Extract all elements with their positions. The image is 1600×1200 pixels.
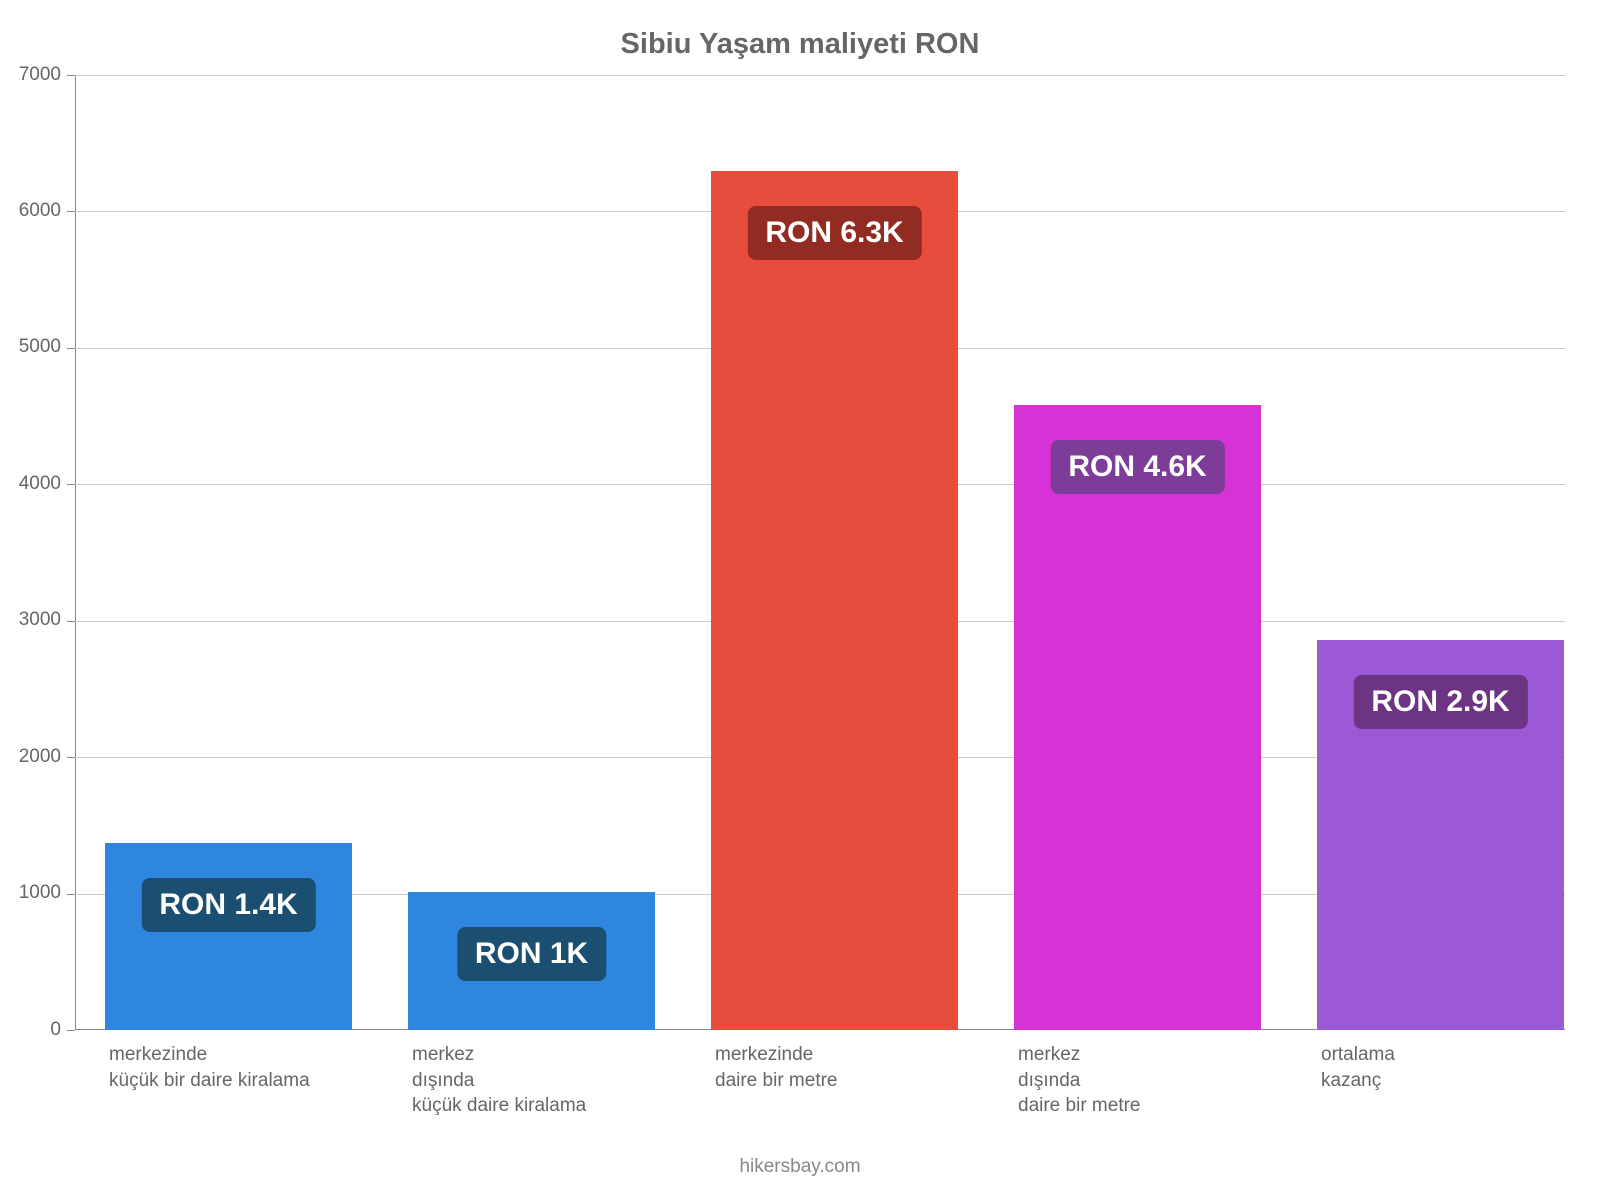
y-axis-line (75, 75, 76, 1030)
attribution-text: hikersbay.com (0, 1156, 1600, 1178)
y-tick-label: 5000 (0, 336, 61, 358)
x-category-label: merkezinde daire bir metre (715, 1042, 838, 1093)
y-tick-label: 0 (0, 1019, 61, 1041)
bar (105, 843, 352, 1030)
y-tick-mark (67, 348, 75, 349)
bar (1014, 405, 1261, 1030)
value-badge: RON 1.4K (141, 878, 315, 932)
plot-area: 01000200030004000500060007000RON 1.4KRON… (75, 75, 1565, 1030)
y-tick-label: 2000 (0, 746, 61, 768)
y-tick-label: 4000 (0, 473, 61, 495)
x-category-label: ortalama kazanç (1321, 1042, 1395, 1093)
grid-line (75, 75, 1565, 76)
value-badge: RON 2.9K (1353, 675, 1527, 729)
x-category-label: merkez dışında daire bir metre (1018, 1042, 1141, 1119)
y-tick-mark (67, 1030, 75, 1031)
value-badge: RON 6.3K (747, 206, 921, 260)
y-tick-mark (67, 894, 75, 895)
y-tick-mark (67, 211, 75, 212)
y-tick-label: 6000 (0, 200, 61, 222)
x-category-label: merkezinde küçük bir daire kiralama (109, 1042, 310, 1093)
y-tick-label: 1000 (0, 882, 61, 904)
x-category-label: merkez dışında küçük daire kiralama (412, 1042, 586, 1119)
cost-of-living-bar-chart: Sibiu Yaşam maliyeti RON 010002000300040… (0, 0, 1600, 1200)
value-badge: RON 4.6K (1050, 440, 1224, 494)
y-tick-label: 7000 (0, 64, 61, 86)
y-tick-mark (67, 484, 75, 485)
y-tick-mark (67, 757, 75, 758)
value-badge: RON 1K (457, 927, 606, 981)
y-tick-mark (67, 621, 75, 622)
y-tick-label: 3000 (0, 609, 61, 631)
chart-title: Sibiu Yaşam maliyeti RON (0, 28, 1600, 61)
y-tick-mark (67, 75, 75, 76)
bar (711, 171, 958, 1031)
